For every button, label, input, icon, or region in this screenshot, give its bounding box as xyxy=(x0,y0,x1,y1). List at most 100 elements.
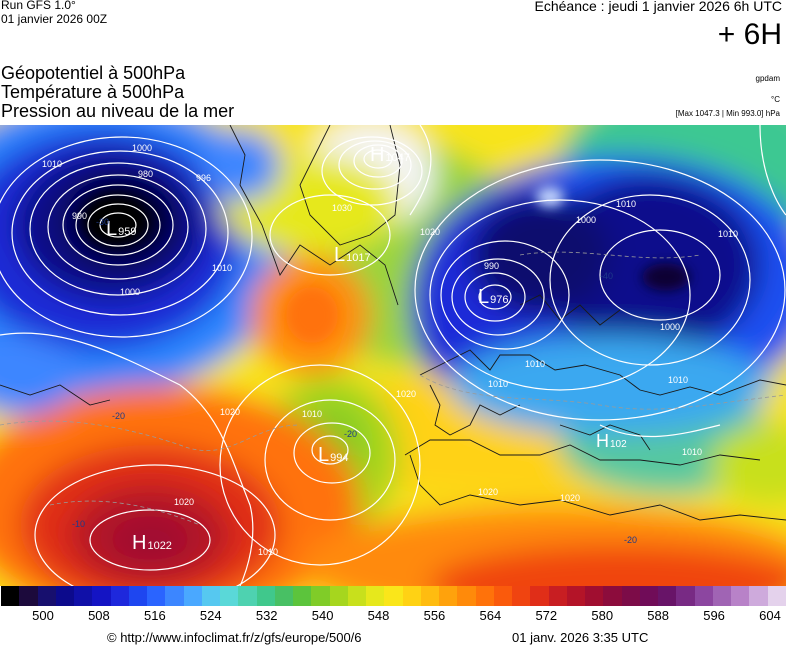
pressure-center-low: L1017 xyxy=(334,244,371,266)
isobar-label: 990 xyxy=(484,261,499,271)
geopotential-unit: gpdam xyxy=(755,74,780,83)
pressure-center-low: L976 xyxy=(478,286,508,308)
isobar-label: 1000 xyxy=(660,322,680,332)
colorbar-swatch xyxy=(37,586,56,606)
temperature-label: -40 xyxy=(600,271,613,281)
isobar-label: 1000 xyxy=(576,215,596,225)
colorbar-swatch xyxy=(603,586,622,606)
colorbar-swatch xyxy=(658,586,677,606)
colorbar-tick-label: 604 xyxy=(759,608,781,623)
colorbar-tick-label: 508 xyxy=(88,608,110,623)
colorbar-swatch xyxy=(366,586,385,606)
pressure-center-high: H1022 xyxy=(132,532,172,554)
colorbar-tick-label: 524 xyxy=(199,608,222,623)
colorbar-swatch xyxy=(585,586,604,606)
weather-map-svg: L959 H1047 L1017 L976 L994 H1022 H102 10… xyxy=(0,125,786,586)
colorbar-swatch xyxy=(92,586,111,606)
colorbar-swatch xyxy=(183,586,202,606)
forecast-offset: + 6H xyxy=(717,18,782,51)
colorbar-swatch xyxy=(676,586,695,606)
isobar-label: 1000 xyxy=(120,287,140,297)
colorbar-tick-label: 572 xyxy=(535,608,558,623)
colorbar-swatch xyxy=(165,586,184,606)
coastlines xyxy=(0,125,786,521)
colorbar-swatch xyxy=(694,586,713,606)
temperature-label: -10 xyxy=(72,519,85,529)
colorbar-swatch xyxy=(293,586,312,606)
colorbar-swatch xyxy=(55,586,74,606)
colorbar-swatch xyxy=(347,586,366,606)
pressure-range-unit: [Max 1047.3 | Min 993.0] hPa xyxy=(675,109,780,118)
colorbar-ticks: 500 508 516 524 532 540 548 556 564 572 580 588 596 6… xyxy=(0,608,786,626)
colorbar-tick-label: 532 xyxy=(255,608,278,623)
colorbar-swatch xyxy=(274,586,293,606)
colorbar-swatch xyxy=(1,586,20,606)
weather-map: L959 H1047 L1017 L976 L994 H1022 H102 10… xyxy=(0,125,786,586)
layer-geopotential-label: Géopotentiel à 500hPa xyxy=(1,63,186,83)
isobar-label: 1020 xyxy=(478,487,498,497)
isobars xyxy=(0,125,786,586)
colorbar-tick-label: 548 xyxy=(367,608,390,623)
colorbar-tick-label: 500 xyxy=(32,608,54,623)
isobar-label: 1010 xyxy=(488,379,508,389)
isobar-label: 1010 xyxy=(668,375,688,385)
layer-pressure-label: Pression au niveau de la mer xyxy=(1,101,235,121)
temperature-label: -30 xyxy=(96,217,109,227)
colorbar-swatch xyxy=(147,586,166,606)
temperature-label: -20 xyxy=(344,429,357,439)
temperature-labels: -30 -40 -20 -20 -10 -20 xyxy=(72,217,637,545)
isobar-label: 1020 xyxy=(220,407,240,417)
colorbar-swatch xyxy=(512,586,531,606)
colorbar-swatch xyxy=(712,586,731,606)
pressure-center-high: H1047 xyxy=(370,144,410,166)
isobar-label: 1010 xyxy=(682,447,702,457)
colorbar-tick-label: 556 xyxy=(423,608,446,623)
colorbar-tick-label: 596 xyxy=(703,608,725,623)
isobar-label: 1010 xyxy=(258,547,278,557)
isobar-label: 1010 xyxy=(718,229,738,239)
isobar-label: 996 xyxy=(196,173,211,183)
colorbar-swatch xyxy=(256,586,275,606)
colorbar-tick-label: 580 xyxy=(591,608,614,623)
colorbar-swatch xyxy=(19,586,38,606)
colorbar-swatch xyxy=(530,586,549,606)
run-title: Run GFS 1.0° xyxy=(1,0,76,12)
temperature-label: -20 xyxy=(112,411,125,421)
colorbar-swatch xyxy=(402,586,421,606)
colorbar-swatch xyxy=(548,586,567,606)
colorbar-swatch xyxy=(731,586,750,606)
forecast-time: Echéance : jeudi 1 janvier 2026 6h UTC xyxy=(534,0,782,14)
colorbar-swatch xyxy=(384,586,403,606)
isobar-label: 1010 xyxy=(616,199,636,209)
colorbar-swatch xyxy=(420,586,439,606)
colorbar-swatch xyxy=(566,586,585,606)
colorbar-swatch xyxy=(311,586,330,606)
isotherms xyxy=(0,251,786,526)
colorbar-swatch xyxy=(238,586,257,606)
colorbar-swatch xyxy=(475,586,494,606)
colorbar-swatch xyxy=(329,586,348,606)
isobar-label: 1020 xyxy=(396,389,416,399)
isobar-label: 990 xyxy=(72,211,87,221)
pressure-center-low: L959 xyxy=(106,218,136,240)
pressure-center-high: H102 xyxy=(596,431,627,451)
colorbar-swatch xyxy=(220,586,239,606)
isobar-label: 1010 xyxy=(302,409,322,419)
colorbar-tick-label: 540 xyxy=(311,608,334,623)
pressure-centers: L959 H1047 L1017 L976 L994 H1022 H102 xyxy=(106,144,627,554)
footer-source-url[interactable]: © http://www.infoclimat.fr/z/gfs/europe/… xyxy=(107,630,362,645)
colorbar-swatch xyxy=(201,586,220,606)
isobar-label: 1020 xyxy=(420,227,440,237)
colorbar-swatch xyxy=(493,586,512,606)
pressure-center-low: L994 xyxy=(318,444,348,466)
colorbar-swatch xyxy=(128,586,147,606)
isobar-labels: 1010 1000 980 996 990 1000 1030 1010 102… xyxy=(42,143,738,557)
isobar-label: 1020 xyxy=(174,497,194,507)
colorbar-swatch xyxy=(621,586,640,606)
layer-temperature-label: Température à 500hPa xyxy=(1,82,185,102)
temperature-unit: °C xyxy=(771,95,780,104)
isobar-label: 1010 xyxy=(212,263,232,273)
geopotential-field xyxy=(0,125,786,586)
isobar-label: 1030 xyxy=(332,203,352,213)
isobar-label: 1000 xyxy=(132,143,152,153)
